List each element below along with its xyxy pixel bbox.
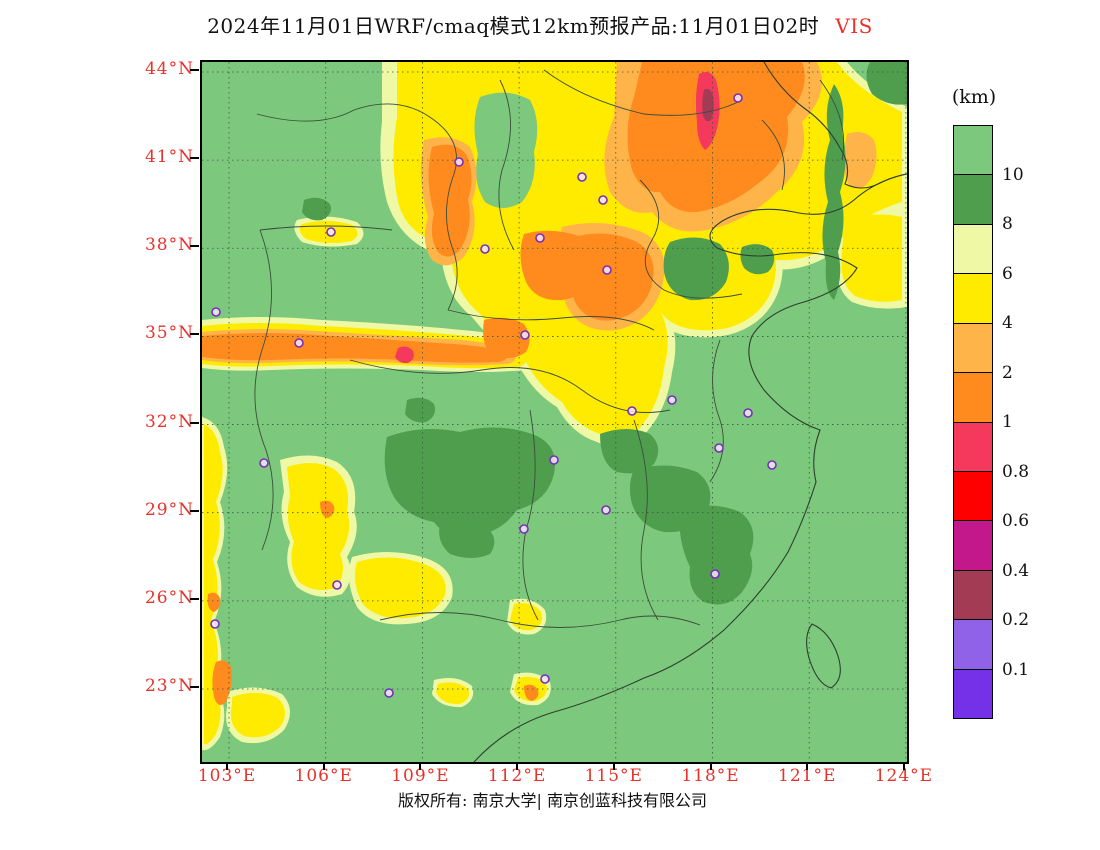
station-marker — [667, 395, 677, 405]
colorbar-tick-label: 0.4 — [1002, 560, 1030, 581]
lon-axis-tick — [902, 762, 905, 770]
taiwan-outline — [806, 623, 841, 689]
colorbar-segment — [954, 471, 992, 522]
lon-label: 109°E — [391, 766, 450, 786]
colorbar-tick-label: 0.1 — [1002, 659, 1030, 680]
station-marker — [519, 524, 529, 534]
map-frame — [200, 60, 909, 764]
lat-label: 44°N — [144, 59, 194, 79]
lat-label: 23°N — [144, 675, 194, 696]
station-marker — [714, 443, 724, 453]
coastline — [473, 62, 907, 762]
colorbar-segment — [954, 422, 992, 472]
field-low-visibility-core — [395, 72, 720, 364]
lon-axis-tick — [419, 762, 422, 770]
station-marker — [540, 674, 550, 684]
lat-label: 26°N — [144, 587, 194, 608]
lon-label: 124°E — [874, 766, 934, 786]
station-marker — [710, 569, 720, 579]
colorbar-tick-label: 0.2 — [1002, 610, 1030, 630]
station-marker — [733, 93, 743, 103]
colorbar-tick-label: 10 — [1002, 164, 1024, 185]
station-marker — [743, 408, 753, 418]
lat-label: 38°N — [144, 235, 194, 256]
visibility-map — [202, 62, 907, 762]
colorbar-tick-label: 2 — [1002, 362, 1013, 383]
lon-axis-tick — [806, 762, 809, 770]
colorbar-segment — [954, 669, 992, 719]
station-marker — [211, 307, 221, 317]
lon-label: 115°E — [584, 766, 643, 786]
colorbar-tick-label: 8 — [1002, 214, 1013, 234]
station-marker — [326, 227, 336, 237]
colorbar-tick-label: 1 — [1002, 412, 1013, 432]
lat-axis-tick — [190, 333, 199, 336]
lon-label: 112°E — [487, 766, 547, 786]
station-markers — [210, 93, 777, 698]
station-marker — [535, 233, 545, 243]
colorbar-tick-label: 0.8 — [1002, 461, 1030, 482]
lon-label: 106°E — [294, 766, 353, 786]
lat-axis-tick — [190, 509, 199, 512]
colorbar-segment — [954, 126, 992, 176]
colorbar-segment — [954, 224, 992, 275]
colorbar-segment — [954, 570, 992, 621]
station-marker — [480, 244, 490, 254]
lat-label: 32°N — [144, 411, 194, 432]
station-marker — [598, 195, 608, 205]
station-marker — [577, 172, 587, 182]
station-marker — [602, 265, 612, 275]
lat-axis-tick — [190, 69, 199, 71]
colorbar-tick-label: 4 — [1002, 313, 1013, 333]
colorbar-segment — [954, 175, 992, 225]
station-marker — [549, 455, 559, 465]
lon-axis-tick — [612, 762, 615, 770]
colorbar-tick-label: 0.6 — [1002, 511, 1030, 531]
page-title: 2024年11月01日WRF/cmaq模式12km预报产品:11月01日02时 V… — [0, 10, 1080, 39]
colorbar-tick-label: 6 — [1002, 263, 1013, 284]
lat-axis-tick — [190, 157, 199, 160]
colorbar-segment — [954, 521, 992, 571]
lon-label: 118°E — [681, 766, 740, 786]
station-marker — [627, 406, 637, 416]
lat-label: 41°N — [144, 147, 194, 168]
station-marker — [294, 338, 304, 348]
station-marker — [767, 460, 777, 470]
colorbar-unit-label: (km) — [951, 86, 997, 108]
province-boundaries — [254, 69, 845, 628]
colorbar-segment — [954, 620, 992, 670]
copyright-footer: 版权所有: 南京大学| 南京创蓝科技有限公司 — [398, 791, 707, 810]
field-dark-green-layer — [302, 62, 907, 605]
lon-axis-tick — [322, 762, 325, 770]
station-marker — [210, 619, 220, 629]
lat-axis-tick — [190, 597, 199, 600]
field-green-holes — [371, 92, 538, 321]
lon-axis-tick — [226, 762, 228, 770]
station-marker — [601, 505, 611, 515]
colorbar-segment — [954, 373, 992, 423]
station-marker — [332, 580, 342, 590]
lat-label: 29°N — [144, 499, 194, 520]
lon-axis-tick — [516, 762, 519, 770]
colorbar-segment — [954, 274, 992, 324]
lat-axis-tick — [190, 421, 199, 424]
field-orange-layer — [202, 62, 805, 706]
graticule-grid — [202, 62, 907, 762]
colorbar-segment — [954, 323, 992, 374]
lat-axis-tick — [190, 245, 199, 248]
station-marker — [384, 688, 394, 698]
lat-label: 35°N — [144, 323, 194, 344]
station-marker — [259, 458, 269, 468]
station-marker — [520, 330, 530, 340]
lon-label: 103°E — [197, 766, 257, 786]
lon-axis-tick — [709, 762, 712, 770]
lat-axis-tick — [190, 685, 199, 688]
title-product-label: VIS — [835, 14, 873, 38]
title-text: 2024年11月01日WRF/cmaq模式12km预报产品:11月01日02时 — [207, 14, 820, 38]
lon-label: 121°E — [778, 766, 837, 786]
colorbar — [953, 125, 993, 719]
station-marker — [454, 157, 464, 167]
